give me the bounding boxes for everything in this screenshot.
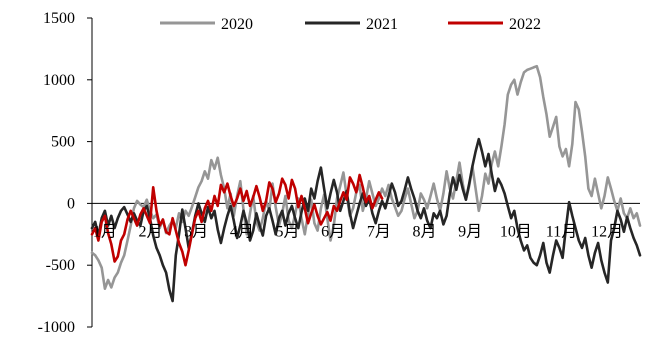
x-month-label: 2月 <box>138 223 162 240</box>
y-tick-label: -1000 <box>38 319 75 336</box>
x-month-label: 12月 <box>591 223 623 240</box>
series-lines <box>90 64 642 303</box>
legend-label-2021: 2021 <box>366 16 398 33</box>
x-month-label: 10月 <box>500 223 532 240</box>
y-tick-label: 500 <box>51 134 75 151</box>
x-month-label: 3月 <box>184 223 208 240</box>
legend: 2020 2021 2022 <box>160 16 541 33</box>
y-tick-label: -500 <box>46 257 75 274</box>
series-line-2022 <box>90 173 384 267</box>
x-month-label: 8月 <box>412 223 436 240</box>
series-line-2021 <box>90 137 642 303</box>
y-tick-label: 1000 <box>43 72 75 89</box>
x-month-label: 4月 <box>230 223 254 240</box>
x-month-label: 9月 <box>458 223 482 240</box>
y-tick-label: 0 <box>67 195 75 212</box>
month-labels: 1月 2月 3月 4月 5月 6月 7月 8月 9月 10月 11月 12月 <box>93 223 623 240</box>
x-month-label: 1月 <box>93 223 117 240</box>
x-month-label: 11月 <box>546 223 577 240</box>
x-month-label: 7月 <box>367 223 391 240</box>
x-month-label: 6月 <box>321 223 345 240</box>
legend-label-2022: 2022 <box>509 16 541 33</box>
legend-label-2020: 2020 <box>221 16 253 33</box>
series-line-2020 <box>90 64 642 291</box>
y-tick-label: 1500 <box>43 10 75 27</box>
x-month-label: 5月 <box>275 223 299 240</box>
y-axis: 1500 1000 500 0 -500 -1000 <box>38 10 93 336</box>
